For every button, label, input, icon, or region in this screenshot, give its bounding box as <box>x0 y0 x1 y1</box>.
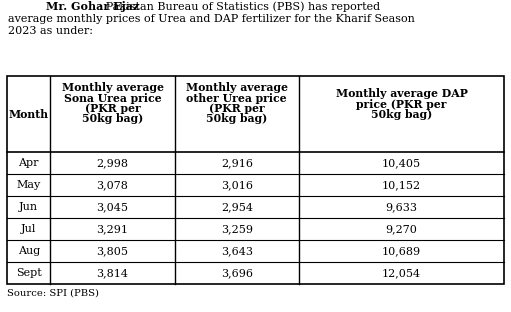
Text: 10,405: 10,405 <box>382 158 421 168</box>
Text: Sona Urea price: Sona Urea price <box>64 92 161 104</box>
Text: 10,152: 10,152 <box>382 180 421 190</box>
Text: 12,054: 12,054 <box>382 268 421 278</box>
Text: price (PKR per: price (PKR per <box>356 99 447 110</box>
Text: 3,016: 3,016 <box>221 180 253 190</box>
Text: 2023 as under:: 2023 as under: <box>8 26 93 36</box>
Text: 3,045: 3,045 <box>97 202 128 212</box>
Text: (PKR per: (PKR per <box>85 103 141 114</box>
Text: 3,291: 3,291 <box>97 224 128 234</box>
Text: Jul: Jul <box>21 224 36 234</box>
Text: 3,696: 3,696 <box>221 268 253 278</box>
Text: Jun: Jun <box>19 202 38 212</box>
Text: Month: Month <box>9 109 49 119</box>
Text: Source: SPI (PBS): Source: SPI (PBS) <box>7 289 99 298</box>
Text: Monthly average: Monthly average <box>186 82 288 93</box>
Text: 3,805: 3,805 <box>97 246 128 256</box>
Text: 9,633: 9,633 <box>385 202 417 212</box>
Text: 3,643: 3,643 <box>221 246 253 256</box>
Text: 3,259: 3,259 <box>221 224 253 234</box>
Bar <box>7 76 504 284</box>
Text: Monthly average DAP: Monthly average DAP <box>336 88 468 99</box>
Text: 50kg bag): 50kg bag) <box>82 114 143 124</box>
Text: 10,689: 10,689 <box>382 246 421 256</box>
Text: : Pakistan Bureau of Statistics (PBS) has reported: : Pakistan Bureau of Statistics (PBS) ha… <box>46 1 380 12</box>
Text: Mr. Gohar Ejaz: Mr. Gohar Ejaz <box>46 1 140 12</box>
Text: 2,954: 2,954 <box>221 202 253 212</box>
Text: 50kg bag): 50kg bag) <box>206 114 267 124</box>
Text: other Urea price: other Urea price <box>187 92 287 104</box>
Text: Aug: Aug <box>17 246 40 256</box>
Text: 50kg bag): 50kg bag) <box>371 109 432 120</box>
Text: Sept: Sept <box>16 268 41 278</box>
Text: May: May <box>16 180 41 190</box>
Text: (PKR per: (PKR per <box>209 103 265 114</box>
Text: average monthly prices of Urea and DAP fertilizer for the Kharif Season: average monthly prices of Urea and DAP f… <box>8 13 415 23</box>
Text: 9,270: 9,270 <box>385 224 417 234</box>
Text: Apr: Apr <box>18 158 39 168</box>
Text: 2,998: 2,998 <box>97 158 128 168</box>
Text: Monthly average: Monthly average <box>61 82 164 93</box>
Text: 2,916: 2,916 <box>221 158 253 168</box>
Text: 3,814: 3,814 <box>97 268 128 278</box>
Text: 3,078: 3,078 <box>97 180 128 190</box>
